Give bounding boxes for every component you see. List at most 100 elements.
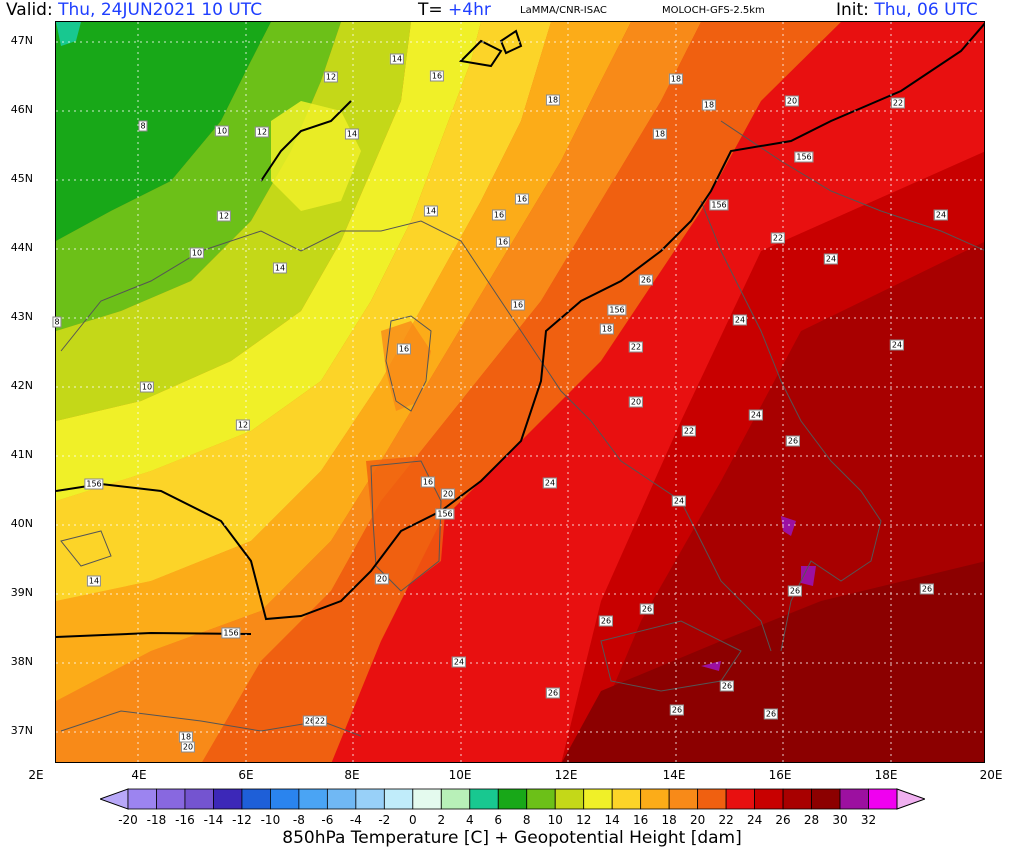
contour-label: 20 [374,573,390,585]
contour-label: 26 [669,704,685,716]
temp-band-22 [331,22,984,762]
italy-west-coast [60,220,772,652]
colorbar-tick-label: 14 [604,813,620,827]
lon-label-16e: 16E [768,768,792,782]
lat-label-44n: 44N [10,241,33,254]
contour-label: 26 [719,680,735,692]
contour-label: 16 [491,209,507,221]
lon-label-6e: 6E [238,768,254,782]
contour-label: 156 [221,627,241,639]
colorbar-tick-label: -6 [321,813,334,827]
colorbar-tick-label: 12 [576,813,592,827]
colorbar-swatch [811,788,841,810]
forecast-value: +4hr [448,0,491,20]
contour-label: 26 [638,274,654,286]
colorbar-swatch [469,788,499,810]
sardinia-patch [366,456,446,591]
colorbar [100,788,925,810]
lat-label-37n: 37N [10,724,33,737]
colorbar-tick-label: -10 [260,813,281,827]
colorbar-tick-label: -12 [232,813,252,827]
contour-label: 14 [389,53,405,65]
colorbar-swatch [156,788,186,810]
lat-label-45n: 45N [10,172,33,185]
alps-cold-patch [271,101,361,211]
temp-band-20 [202,22,841,762]
model-label: MOLOCH-GFS-2.5km [662,5,765,16]
contour-label: 16 [514,193,530,205]
contour-label: 12 [216,210,232,222]
graticule [56,22,984,762]
contour-label: 14 [272,262,288,274]
forecast-label: T= [418,0,443,20]
contour-156 [56,22,984,621]
colorbar-swatch [213,788,243,810]
africa-coast [60,710,362,737]
colorbar-tick-label: 26 [775,813,791,827]
colorbar-tick-label: 32 [860,813,877,827]
contour-label: 18 [545,94,561,106]
contour-label: 156 [84,478,104,490]
init-label: Init: [836,0,869,20]
source-label: LaMMA/CNR-ISAC [520,5,607,16]
lat-label-39n: 39N [10,586,33,599]
map-canvas [56,22,984,762]
colorbar-swatch [184,788,214,810]
corsica-coast [385,315,432,412]
colorbar-tick-label: 24 [746,813,763,827]
colorbar-arrow-left [100,788,129,810]
contour-label: 14 [344,128,360,140]
colorbar-tick-label: -20 [118,813,138,827]
contour-label: 8 [52,316,62,328]
contour-alps [260,100,352,182]
contour-label: 156 [435,508,455,520]
colorbar-swatch [497,788,528,810]
contour-label: 16 [495,236,511,248]
lon-label-2e: 2E [28,768,44,782]
contour-label: 24 [748,409,764,421]
contour-label: 18 [701,99,717,111]
sardinia-coast [370,460,442,592]
colorbar-swatch [583,788,613,810]
contour-label: 26 [763,708,779,720]
lat-label-38n: 38N [10,655,33,668]
contour-label: 22 [628,341,644,353]
contour-label: 8 [138,120,148,132]
contour-label: 24 [542,477,558,489]
corsica-patch [381,321,431,411]
hot-spot-2 [801,566,816,586]
colorbar-swatch [754,788,784,810]
lon-label-4e: 4E [131,768,147,782]
contour-label: 156 [709,199,729,211]
temp-band-4 [56,22,81,46]
temp-band-28 [562,561,984,762]
contour-label: 156 [794,151,814,163]
colorbar-tick-label: 2 [437,813,446,827]
contour-label: 10 [189,247,205,259]
init-time: Init: Thu, 06 UTC [836,0,978,20]
map-title: 850hPa Temperature [C] + Geopotential He… [282,828,742,848]
contour-label: 156 [607,304,627,316]
colorbar-swatch [782,788,812,810]
lat-label-42n: 42N [10,379,33,392]
temp-band-8 [56,22,341,331]
colorbar-tick-label: -8 [292,813,305,827]
init-value: Thu, 06 UTC [874,0,978,20]
contour-label: 10 [139,381,155,393]
colorbar-tick-label: 10 [547,813,563,827]
hot-spot-1 [781,516,796,536]
contour-label: 12 [254,126,270,138]
lat-label-41n: 41N [10,448,33,461]
colorbar-tick-label: -18 [146,813,167,827]
colorbar-swatch [241,788,271,810]
colorbar-tick-label: 16 [633,813,649,827]
colorbar-tick-label: 20 [689,813,706,827]
contour-label: 24 [933,209,949,221]
colorbar-swatch [526,788,556,810]
colorbar-swatch [326,788,357,810]
lat-label-40n: 40N [10,517,33,530]
contour-label: 18 [599,323,615,335]
temp-band-12 [56,22,481,501]
colorbar-swatch [440,788,471,810]
lon-label-8e: 8E [344,768,360,782]
